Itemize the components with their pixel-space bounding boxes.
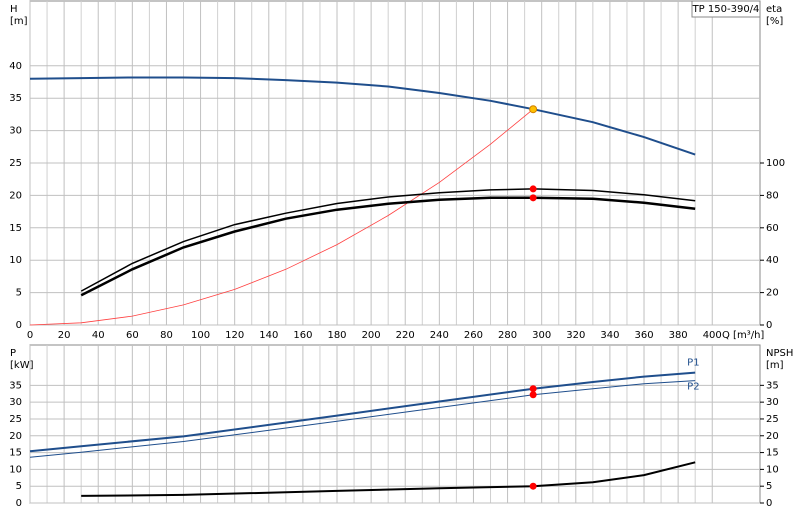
curve: [29, 108, 534, 326]
title-box: [691, 0, 761, 18]
x-tick-label: 280: [498, 330, 517, 341]
x-tick-label: 320: [566, 330, 585, 341]
y2-axis-label: eta: [766, 4, 782, 15]
y-tick-label: 10: [9, 464, 22, 475]
y-tick-label: 0: [16, 498, 22, 509]
y2-tick-label: 100: [766, 158, 785, 169]
x-tick-label: 100: [191, 330, 210, 341]
curve: [80, 196, 696, 297]
y-tick-label: 10: [9, 255, 22, 266]
x-tick-label: 180: [327, 330, 346, 341]
curve: [29, 76, 696, 156]
y2-axis-unit: [m]: [766, 360, 784, 371]
y2-tick-label: 20: [766, 288, 779, 299]
y-tick-label: 35: [9, 380, 22, 391]
y-axis-label: H: [10, 4, 18, 15]
y2-tick-label: 25: [766, 414, 779, 425]
x-tick-label: 140: [259, 330, 278, 341]
x-tick-label: 360: [634, 330, 653, 341]
operating-point: [529, 105, 538, 114]
y2-tick-label: 40: [766, 255, 779, 266]
y2-tick-label: 60: [766, 223, 779, 234]
y-tick-label: 15: [9, 448, 22, 459]
x-tick-label: 80: [160, 330, 173, 341]
y-axis-unit: [m]: [10, 16, 28, 27]
y-tick-label: 15: [9, 223, 22, 234]
curve: [81, 461, 696, 497]
curve: [29, 371, 696, 453]
curve: [29, 380, 696, 458]
y2-axis-label: NPSH: [766, 348, 793, 359]
x-tick-label: 380: [669, 330, 688, 341]
chart-title: TP 150-390/4: [692, 4, 760, 15]
y2-tick-label: 15: [766, 448, 779, 459]
y-tick-label: 5: [16, 288, 22, 299]
y2-tick-label: 0: [766, 320, 772, 331]
x-tick-label: 120: [225, 330, 244, 341]
operating-point: [529, 385, 537, 393]
x-tick-label: 400: [703, 330, 722, 341]
y-tick-label: 20: [9, 431, 22, 442]
x-tick-label: 200: [362, 330, 381, 341]
x-tick-label: 220: [396, 330, 415, 341]
y-tick-label: 20: [9, 190, 22, 201]
y-tick-label: 40: [9, 61, 22, 72]
x-tick-label: 340: [600, 330, 619, 341]
plot-area: [29, 344, 761, 504]
x-tick-label: 260: [464, 330, 483, 341]
x-axis-label: Q [m³/h]: [722, 330, 764, 341]
y-tick-label: 30: [9, 397, 22, 408]
operating-point: [529, 185, 537, 193]
x-tick-label: 60: [126, 330, 139, 341]
y2-tick-label: 5: [766, 481, 772, 492]
operating-point: [529, 391, 537, 399]
y2-tick-label: 80: [766, 190, 779, 201]
operating-point: [529, 482, 537, 490]
x-tick-label: 20: [58, 330, 71, 341]
curve-label: P2: [687, 382, 699, 393]
y-axis-label: P: [10, 348, 16, 359]
curve-label: P1: [687, 358, 699, 369]
y2-tick-label: 30: [766, 397, 779, 408]
curve: [80, 188, 696, 292]
operating-point: [529, 194, 537, 202]
y2-tick-label: 0: [766, 498, 772, 509]
y2-tick-label: 35: [766, 380, 779, 391]
y2-axis-unit: [%]: [766, 16, 783, 27]
y-tick-label: 25: [9, 158, 22, 169]
y-tick-label: 35: [9, 93, 22, 104]
y2-tick-label: 10: [766, 464, 779, 475]
x-tick-label: 40: [92, 330, 105, 341]
x-tick-label: 300: [532, 330, 551, 341]
x-tick-label: 240: [430, 330, 449, 341]
y-axis-unit: [kW]: [10, 360, 34, 371]
x-tick-label: 0: [27, 330, 33, 341]
y-tick-label: 0: [16, 320, 22, 331]
x-tick-label: 160: [293, 330, 312, 341]
y-tick-label: 5: [16, 481, 22, 492]
y2-tick-label: 20: [766, 431, 779, 442]
y-tick-label: 30: [9, 126, 22, 137]
y-tick-label: 25: [9, 414, 22, 425]
